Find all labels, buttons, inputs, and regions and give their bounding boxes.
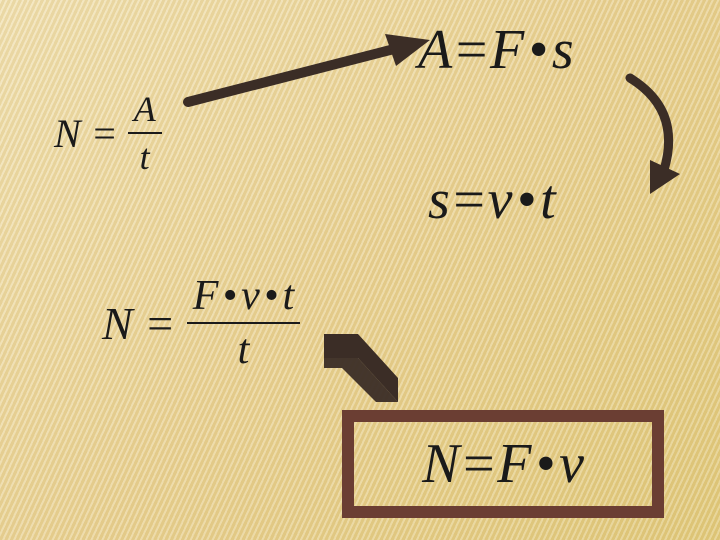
arrow-to-work — [180, 30, 440, 110]
power-denominator: t — [128, 132, 162, 178]
formula-work: A=F•s — [418, 18, 574, 82]
distance-v: v — [488, 169, 513, 231]
power-lhs: N — [54, 110, 81, 157]
power-numerator: A — [128, 88, 162, 132]
dot-icon: • — [531, 433, 559, 495]
distance-lhs: s — [428, 169, 450, 231]
equals-sign: = — [450, 169, 488, 231]
work-s: s — [552, 19, 574, 81]
work-F: F — [490, 19, 524, 81]
expanded-lhs: N — [102, 297, 133, 350]
result-F: F — [497, 433, 531, 495]
result-v: v — [559, 433, 584, 495]
equals-sign: = — [91, 110, 118, 157]
expanded-t-den: t — [187, 322, 300, 374]
result-box: N=F•v — [342, 410, 664, 518]
formula-distance: s=v•t — [428, 168, 556, 232]
arrow-to-result — [318, 328, 408, 408]
formula-result: N=F•v — [422, 432, 584, 496]
formula-power-definition: N = A t — [54, 88, 162, 178]
equals-sign: = — [452, 19, 490, 81]
dot-icon: • — [260, 273, 283, 319]
formula-expanded: N = F•v•t t — [102, 272, 300, 374]
equals-sign: = — [459, 433, 497, 495]
arrow-curved-down — [612, 70, 692, 200]
work-lhs: A — [418, 19, 452, 81]
expanded-t-num: t — [282, 273, 294, 319]
distance-t: t — [540, 169, 556, 231]
slide-content: N = A t A=F•s s=v•t N = F•v•t t — [0, 0, 720, 540]
dot-icon: • — [512, 169, 540, 231]
expanded-F: F — [193, 273, 219, 319]
expanded-v: v — [241, 273, 260, 319]
dot-icon: • — [524, 19, 552, 81]
dot-icon: • — [218, 273, 241, 319]
equals-sign: = — [144, 297, 175, 350]
result-lhs: N — [422, 433, 459, 495]
